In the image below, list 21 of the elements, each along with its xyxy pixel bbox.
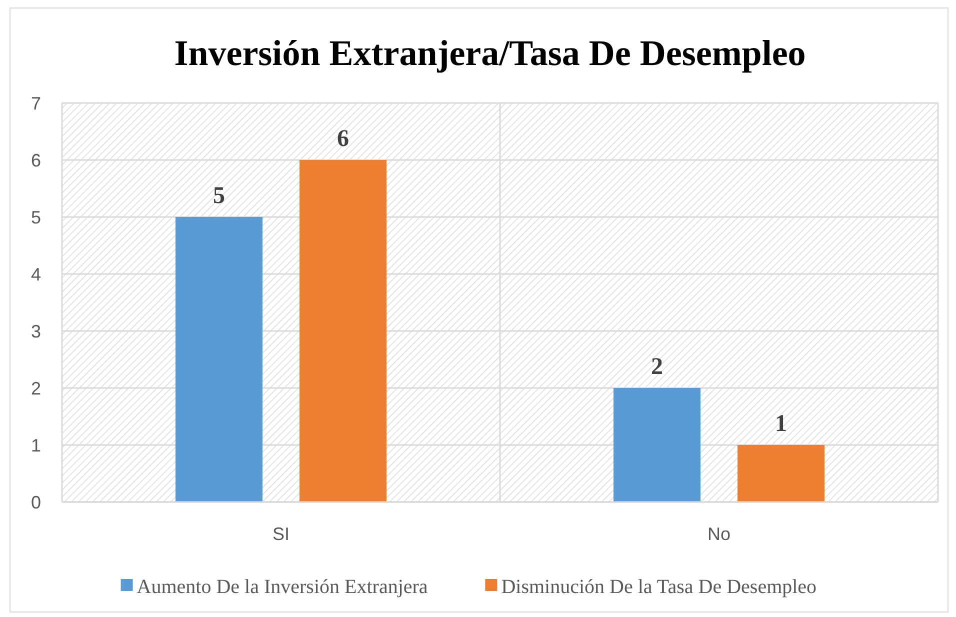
y-tick-label: 7 bbox=[30, 93, 42, 114]
data-label: 1 bbox=[775, 411, 787, 437]
data-label: 6 bbox=[337, 126, 349, 152]
bar bbox=[176, 217, 262, 502]
y-tick-label: 1 bbox=[30, 435, 42, 456]
bar bbox=[738, 445, 824, 502]
x-tick-label: SI bbox=[272, 524, 290, 544]
bar bbox=[614, 388, 700, 502]
y-tick-label: 2 bbox=[30, 378, 42, 398]
x-tick-label: No bbox=[707, 524, 731, 544]
data-label: 5 bbox=[213, 183, 225, 209]
legend-label: Disminución De la Tasa De Desempleo bbox=[501, 576, 817, 598]
chart-title: Inversión Extranjera/Tasa De Desempleo bbox=[174, 33, 806, 73]
data-label: 2 bbox=[651, 354, 663, 380]
y-tick-label: 4 bbox=[30, 264, 42, 284]
y-tick-label: 3 bbox=[30, 321, 42, 342]
y-tick-label: 5 bbox=[30, 207, 42, 228]
y-tick-label: 0 bbox=[30, 492, 42, 512]
bar bbox=[300, 160, 386, 502]
legend-label: Aumento De la Inversión Extranjera bbox=[136, 576, 428, 598]
y-tick-label: 6 bbox=[30, 150, 42, 170]
